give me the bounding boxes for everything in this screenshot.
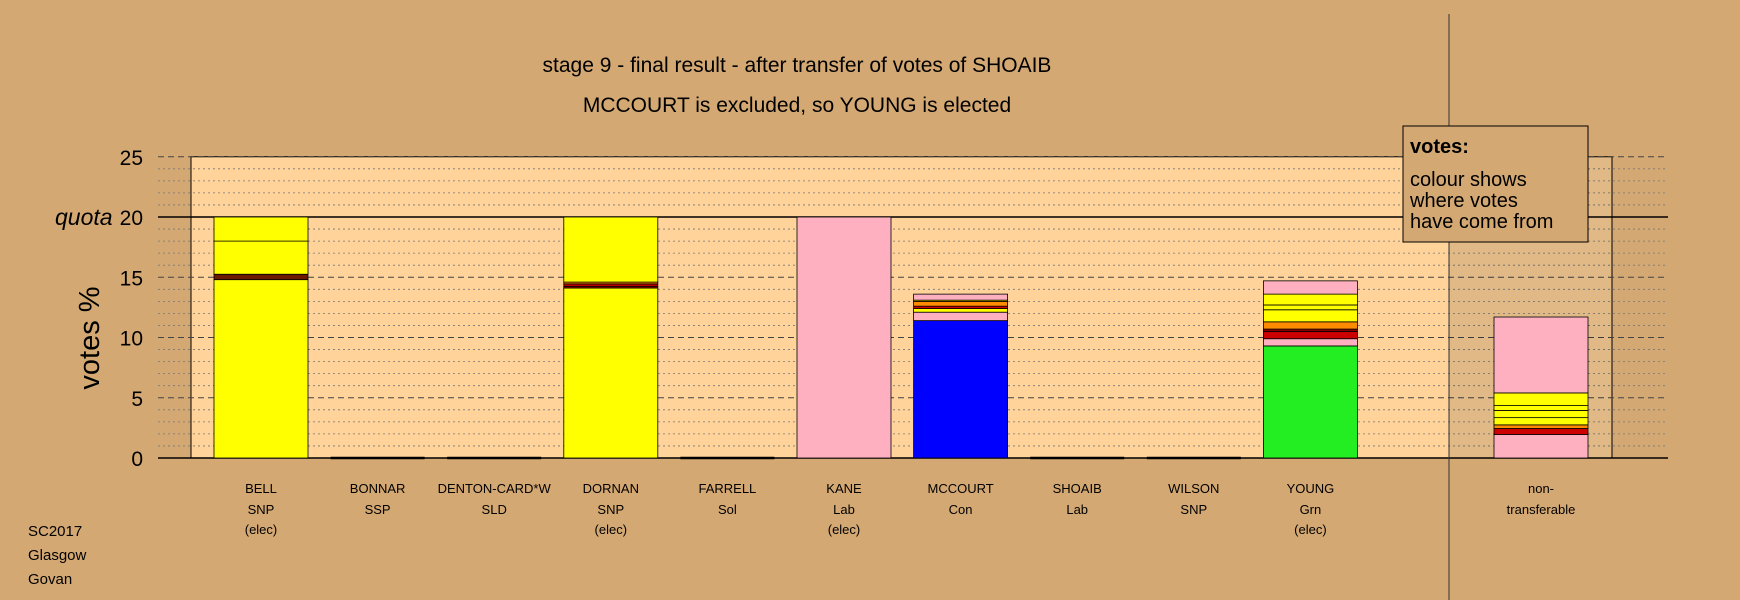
bar-segment bbox=[1263, 331, 1358, 340]
candidate-status-label: (elec) bbox=[1294, 522, 1327, 537]
bar-segment bbox=[213, 216, 309, 242]
candidate-party-label: SSP bbox=[365, 502, 391, 517]
footer-election: SC2017 bbox=[28, 523, 83, 540]
bar-segment bbox=[913, 308, 1008, 313]
y-tick-label: 15 bbox=[120, 267, 143, 290]
candidate-party-label: SLD bbox=[482, 502, 507, 517]
bar-segment bbox=[1263, 321, 1358, 330]
candidate-bar-bell bbox=[213, 216, 309, 459]
bar-segment bbox=[1263, 293, 1358, 306]
candidate-party-label: Con bbox=[949, 502, 973, 517]
bar-segment bbox=[1263, 304, 1358, 311]
candidate-party-label: SNP bbox=[248, 502, 275, 517]
bar-segment bbox=[796, 216, 892, 459]
bar-segment bbox=[1493, 428, 1589, 435]
candidate-party-label: Sol bbox=[718, 502, 737, 517]
candidate-party-label: Grn bbox=[1300, 502, 1322, 517]
y-axis-label: votes % bbox=[74, 286, 106, 389]
y-tick-label: 0 bbox=[131, 448, 143, 471]
footer-info: SC2017 Glasgow Govan bbox=[28, 520, 86, 592]
footer-ward: Govan bbox=[28, 571, 73, 588]
bar-segment bbox=[913, 300, 1008, 307]
chart-subtitle: MCCOURT is excluded, so YOUNG is elected bbox=[583, 94, 1011, 117]
candidate-status-label: (elec) bbox=[595, 522, 628, 537]
labels-layer: 0 5 10 15 20 25 quota BELL SNP (elec) BONNAR SSP DEN… bbox=[55, 147, 1575, 537]
quota-label: quota bbox=[55, 204, 113, 230]
bar-segment bbox=[1493, 392, 1589, 406]
candidate-bar-dornan bbox=[563, 216, 659, 459]
bar-segment bbox=[913, 320, 1008, 459]
legend-text-line: have come from bbox=[1410, 211, 1553, 233]
candidate-bar-mccourt bbox=[913, 293, 1008, 459]
bar-segment bbox=[213, 279, 309, 459]
plot-area bbox=[158, 14, 1668, 600]
candidate-name-label: YOUNG bbox=[1287, 481, 1335, 496]
bar-segment bbox=[1493, 316, 1589, 394]
candidate-party-label: Lab bbox=[1066, 502, 1088, 517]
bar-segment bbox=[913, 311, 1008, 322]
bar-segment bbox=[1493, 410, 1589, 419]
candidate-party-label: SNP bbox=[597, 502, 624, 517]
bar-segment bbox=[563, 287, 659, 459]
candidate-name-label: DENTON-CARD*W bbox=[438, 481, 552, 496]
bar-segment bbox=[1263, 280, 1358, 295]
legend-text-line: where votes bbox=[1409, 190, 1518, 212]
candidate-party-label: SNP bbox=[1180, 502, 1207, 517]
footer-council: Glasgow bbox=[28, 547, 87, 564]
bar-segment bbox=[1263, 309, 1358, 323]
candidate-name-label: MCCOURT bbox=[927, 481, 993, 496]
candidate-name-label: FARRELL bbox=[698, 481, 756, 496]
bar-segment bbox=[563, 216, 659, 283]
candidate-bar-young bbox=[1263, 280, 1358, 459]
y-tick-label: 20 bbox=[120, 207, 143, 230]
bar-segment bbox=[1493, 417, 1589, 426]
bar-segment bbox=[913, 293, 1008, 301]
legend-box bbox=[1402, 125, 1589, 243]
candidate-bar-kane bbox=[796, 216, 892, 459]
candidate-status-label: (elec) bbox=[828, 522, 861, 537]
legend-title: votes: bbox=[1410, 136, 1469, 158]
candidate-name-label: BONNAR bbox=[350, 481, 406, 496]
y-tick-label: 5 bbox=[131, 388, 143, 411]
non-transferable-bar bbox=[1493, 316, 1589, 459]
candidate-status-label: (elec) bbox=[245, 522, 278, 537]
bar-segment bbox=[1263, 345, 1358, 459]
candidate-name-label: BELL bbox=[245, 481, 277, 496]
bar-segment bbox=[1493, 424, 1589, 429]
bar-segment bbox=[213, 273, 309, 281]
bars-layer bbox=[213, 216, 1589, 460]
candidate-name-label: SHOAIB bbox=[1053, 481, 1102, 496]
non-transferable-label: non- bbox=[1528, 481, 1554, 496]
legend-text-line: colour shows bbox=[1410, 169, 1527, 191]
chart-title: stage 9 - final result - after transfer … bbox=[543, 54, 1052, 77]
plot-background bbox=[190, 156, 1613, 459]
candidate-name-label: KANE bbox=[826, 481, 862, 496]
non-transferable-label: transferable bbox=[1507, 502, 1576, 517]
bar-segment bbox=[213, 240, 309, 275]
bar-segment bbox=[1493, 434, 1589, 459]
y-tick-label: 25 bbox=[120, 147, 143, 170]
candidate-party-label: Lab bbox=[833, 502, 855, 517]
candidate-name-label: WILSON bbox=[1168, 481, 1219, 496]
candidate-name-label: DORNAN bbox=[583, 481, 639, 496]
bar-segment bbox=[1493, 405, 1589, 411]
y-tick-label: 10 bbox=[120, 328, 143, 351]
bar-segment bbox=[1263, 338, 1358, 347]
